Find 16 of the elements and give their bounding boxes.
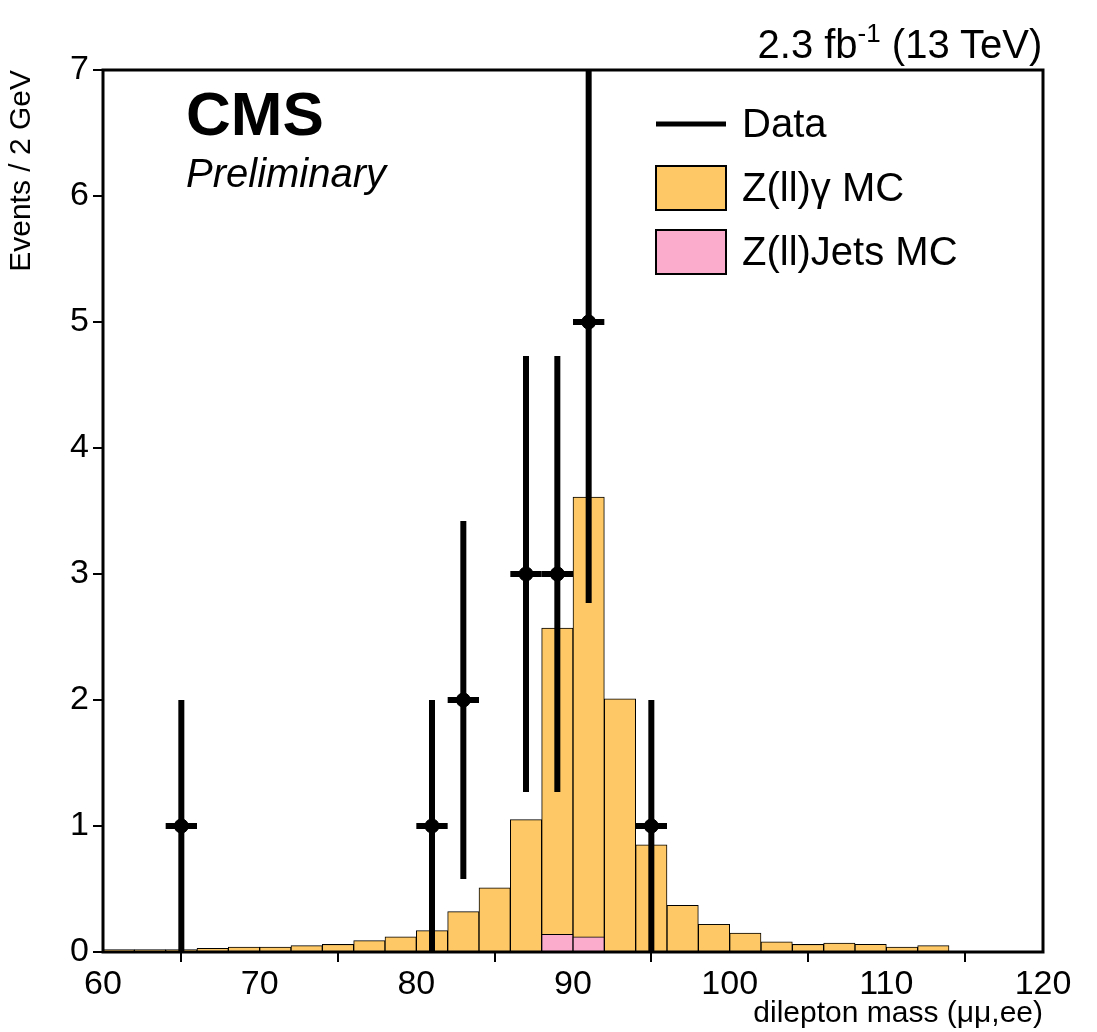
annotation: CMS bbox=[186, 79, 324, 148]
y-tick-label: 2 bbox=[70, 678, 89, 717]
annotation: Preliminary bbox=[186, 151, 390, 195]
legend-label: Z(ll)Jets MC bbox=[742, 229, 958, 274]
y-tick-label: 7 bbox=[70, 48, 89, 87]
x-tick-label: 70 bbox=[240, 962, 279, 1001]
y-tick-label: 5 bbox=[70, 300, 89, 339]
y-tick-label: 3 bbox=[70, 552, 89, 591]
legend-label: Data bbox=[742, 101, 828, 146]
y-tick-label: 1 bbox=[70, 804, 89, 843]
y-tick-label: 4 bbox=[70, 426, 89, 465]
y-tick-label: 6 bbox=[70, 174, 89, 213]
x-tick-label: 90 bbox=[554, 962, 592, 1001]
legend-label: Z(ll)γ MC bbox=[742, 165, 905, 210]
x-tick-label: 80 bbox=[397, 962, 436, 1001]
y-axis-title: Events / 2 GeV bbox=[3, 70, 37, 272]
